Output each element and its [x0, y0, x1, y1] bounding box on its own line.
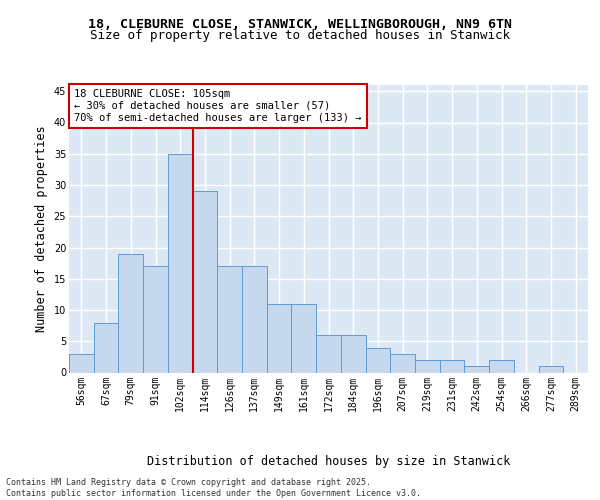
Text: 18 CLEBURNE CLOSE: 105sqm
← 30% of detached houses are smaller (57)
70% of semi-: 18 CLEBURNE CLOSE: 105sqm ← 30% of detac…	[74, 90, 362, 122]
Text: Contains HM Land Registry data © Crown copyright and database right 2025.
Contai: Contains HM Land Registry data © Crown c…	[6, 478, 421, 498]
Text: Size of property relative to detached houses in Stanwick: Size of property relative to detached ho…	[90, 29, 510, 42]
Bar	[390, 354, 415, 372]
Bar	[464, 366, 489, 372]
Y-axis label: Number of detached properties: Number of detached properties	[35, 126, 48, 332]
Bar	[193, 191, 217, 372]
Bar	[267, 304, 292, 372]
Bar	[539, 366, 563, 372]
Bar	[94, 322, 118, 372]
X-axis label: Distribution of detached houses by size in Stanwick: Distribution of detached houses by size …	[147, 455, 510, 468]
Text: 18, CLEBURNE CLOSE, STANWICK, WELLINGBOROUGH, NN9 6TN: 18, CLEBURNE CLOSE, STANWICK, WELLINGBOR…	[88, 18, 512, 30]
Bar	[118, 254, 143, 372]
Bar	[415, 360, 440, 372]
Bar	[316, 335, 341, 372]
Bar	[440, 360, 464, 372]
Bar	[341, 335, 365, 372]
Bar	[168, 154, 193, 372]
Bar	[143, 266, 168, 372]
Bar	[69, 354, 94, 372]
Bar	[217, 266, 242, 372]
Bar	[489, 360, 514, 372]
Bar	[292, 304, 316, 372]
Bar	[242, 266, 267, 372]
Bar	[365, 348, 390, 372]
